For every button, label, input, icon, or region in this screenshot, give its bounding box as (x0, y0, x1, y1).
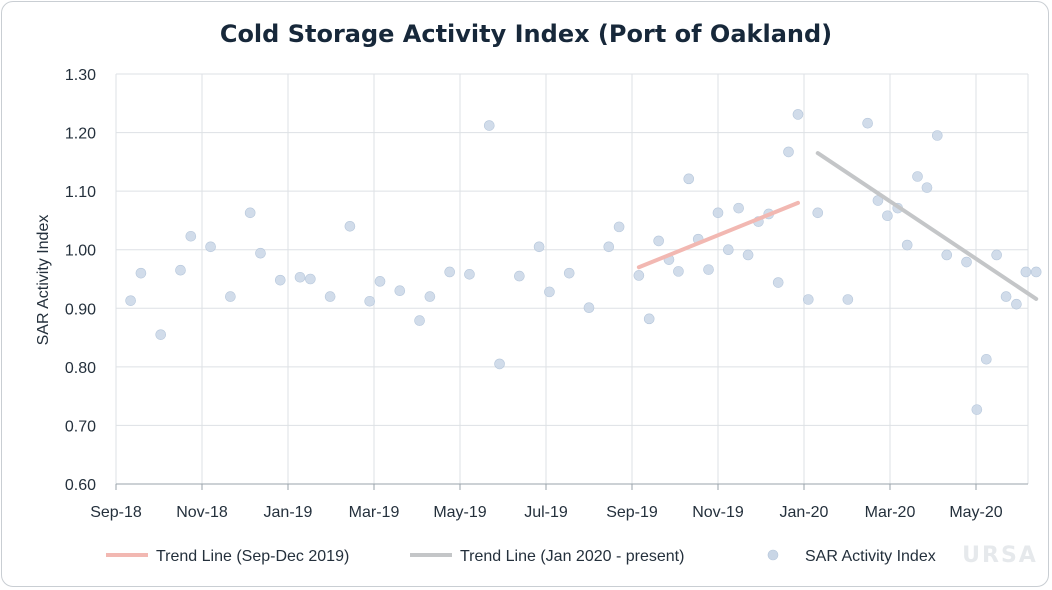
data-point (583, 302, 595, 314)
data-point (783, 146, 794, 158)
trend-lines (636, 151, 1039, 301)
y-tick-label: 1.00 (65, 243, 96, 260)
data-point (742, 249, 754, 261)
data-point (961, 256, 972, 268)
data-point (712, 207, 724, 219)
x-tick-label: Sep-19 (606, 504, 658, 521)
data-point (255, 247, 266, 259)
data-point (175, 264, 186, 276)
x-tick-label: Sep-18 (90, 504, 142, 521)
data-point (723, 244, 734, 256)
data-point (444, 266, 455, 278)
data-point (792, 109, 804, 120)
data-point (324, 291, 336, 302)
data-point (901, 239, 913, 251)
data-point (1000, 291, 1012, 302)
data-point (344, 220, 356, 232)
data-point (514, 270, 525, 282)
data-point (643, 313, 655, 325)
y-tick-label: 0.90 (65, 301, 96, 318)
data-point (1020, 266, 1032, 278)
data-point (364, 295, 376, 307)
y-axis-label: SAR Activity Index (35, 215, 52, 346)
y-tick-label: 1.20 (65, 126, 96, 143)
data-point (494, 358, 505, 370)
data-point (125, 295, 136, 306)
x-tick-label: May-20 (949, 504, 1002, 521)
data-point (205, 241, 216, 253)
data-point (802, 294, 814, 305)
data-point (673, 266, 684, 277)
data-point (294, 271, 306, 283)
x-axis-ticks: Sep-18 Nov-18 Jan-19 Mar-19 May-19 Jul-19 Sep-… (90, 504, 1003, 521)
data-point (633, 270, 645, 281)
data-point (374, 276, 386, 287)
legend-swatch-dot (767, 549, 779, 561)
x-tick-label: Jan-20 (780, 504, 829, 521)
data-point (225, 291, 236, 302)
trend-line (636, 200, 800, 270)
legend: Trend Line (Sep-Dec 2019) Trend Line (Jan… (106, 548, 936, 565)
y-axis-ticks: 0.60 0.70 0.80 0.90 1.00 1.10 1.20 1.30 (65, 67, 96, 494)
y-tick-label: 1.10 (65, 184, 96, 201)
scatter-points (125, 109, 1042, 415)
data-point (544, 286, 555, 298)
data-point (244, 207, 256, 219)
data-point (991, 249, 1002, 261)
data-point (862, 117, 873, 129)
legend-label: Trend Line (Sep-Dec 2019) (156, 548, 349, 565)
data-point (733, 202, 744, 214)
y-tick-label: 0.70 (65, 418, 96, 435)
data-point (155, 329, 167, 340)
data-point (683, 173, 695, 185)
data-point (1011, 298, 1022, 310)
x-tick-label: Jul-19 (524, 504, 568, 521)
x-tick-label: May-19 (433, 504, 486, 521)
data-point (394, 285, 406, 297)
data-point (921, 182, 933, 193)
trend-line (815, 151, 1039, 301)
data-point (613, 221, 625, 233)
data-point (185, 230, 197, 242)
data-point (941, 249, 953, 261)
y-tick-label: 0.60 (65, 477, 96, 494)
y-tick-label: 0.80 (65, 360, 96, 377)
legend-label: Trend Line (Jan 2020 - present) (460, 548, 684, 565)
data-point (842, 294, 854, 305)
data-point (464, 269, 475, 280)
y-tick-label: 1.30 (65, 67, 96, 84)
data-point (483, 120, 495, 131)
x-tick-label: Mar-20 (865, 504, 916, 521)
x-tick-label: Mar-19 (349, 504, 400, 521)
data-point (603, 241, 615, 253)
data-point (772, 277, 784, 288)
x-tick-label: Nov-18 (176, 504, 228, 521)
data-point (912, 171, 923, 182)
data-point (563, 267, 575, 279)
data-point (812, 207, 824, 219)
data-point (703, 264, 714, 275)
legend-label: SAR Activity Index (805, 548, 936, 565)
chart-title: Cold Storage Activity Index (Port of Oak… (220, 20, 832, 48)
data-point (1030, 266, 1042, 278)
data-point (653, 235, 664, 247)
data-point (274, 274, 286, 286)
data-point (971, 404, 983, 415)
x-tick-label: Nov-19 (692, 504, 744, 521)
data-point (135, 267, 147, 279)
x-tick-label: Jan-19 (264, 504, 313, 521)
data-point (931, 130, 943, 141)
data-point (981, 353, 992, 365)
data-point (424, 291, 436, 302)
data-point (414, 315, 425, 326)
data-point (882, 210, 893, 222)
data-point (305, 273, 316, 285)
data-point (533, 241, 545, 253)
watermark-logo: URSA (962, 543, 1038, 568)
gridlines (115, 73, 1029, 490)
